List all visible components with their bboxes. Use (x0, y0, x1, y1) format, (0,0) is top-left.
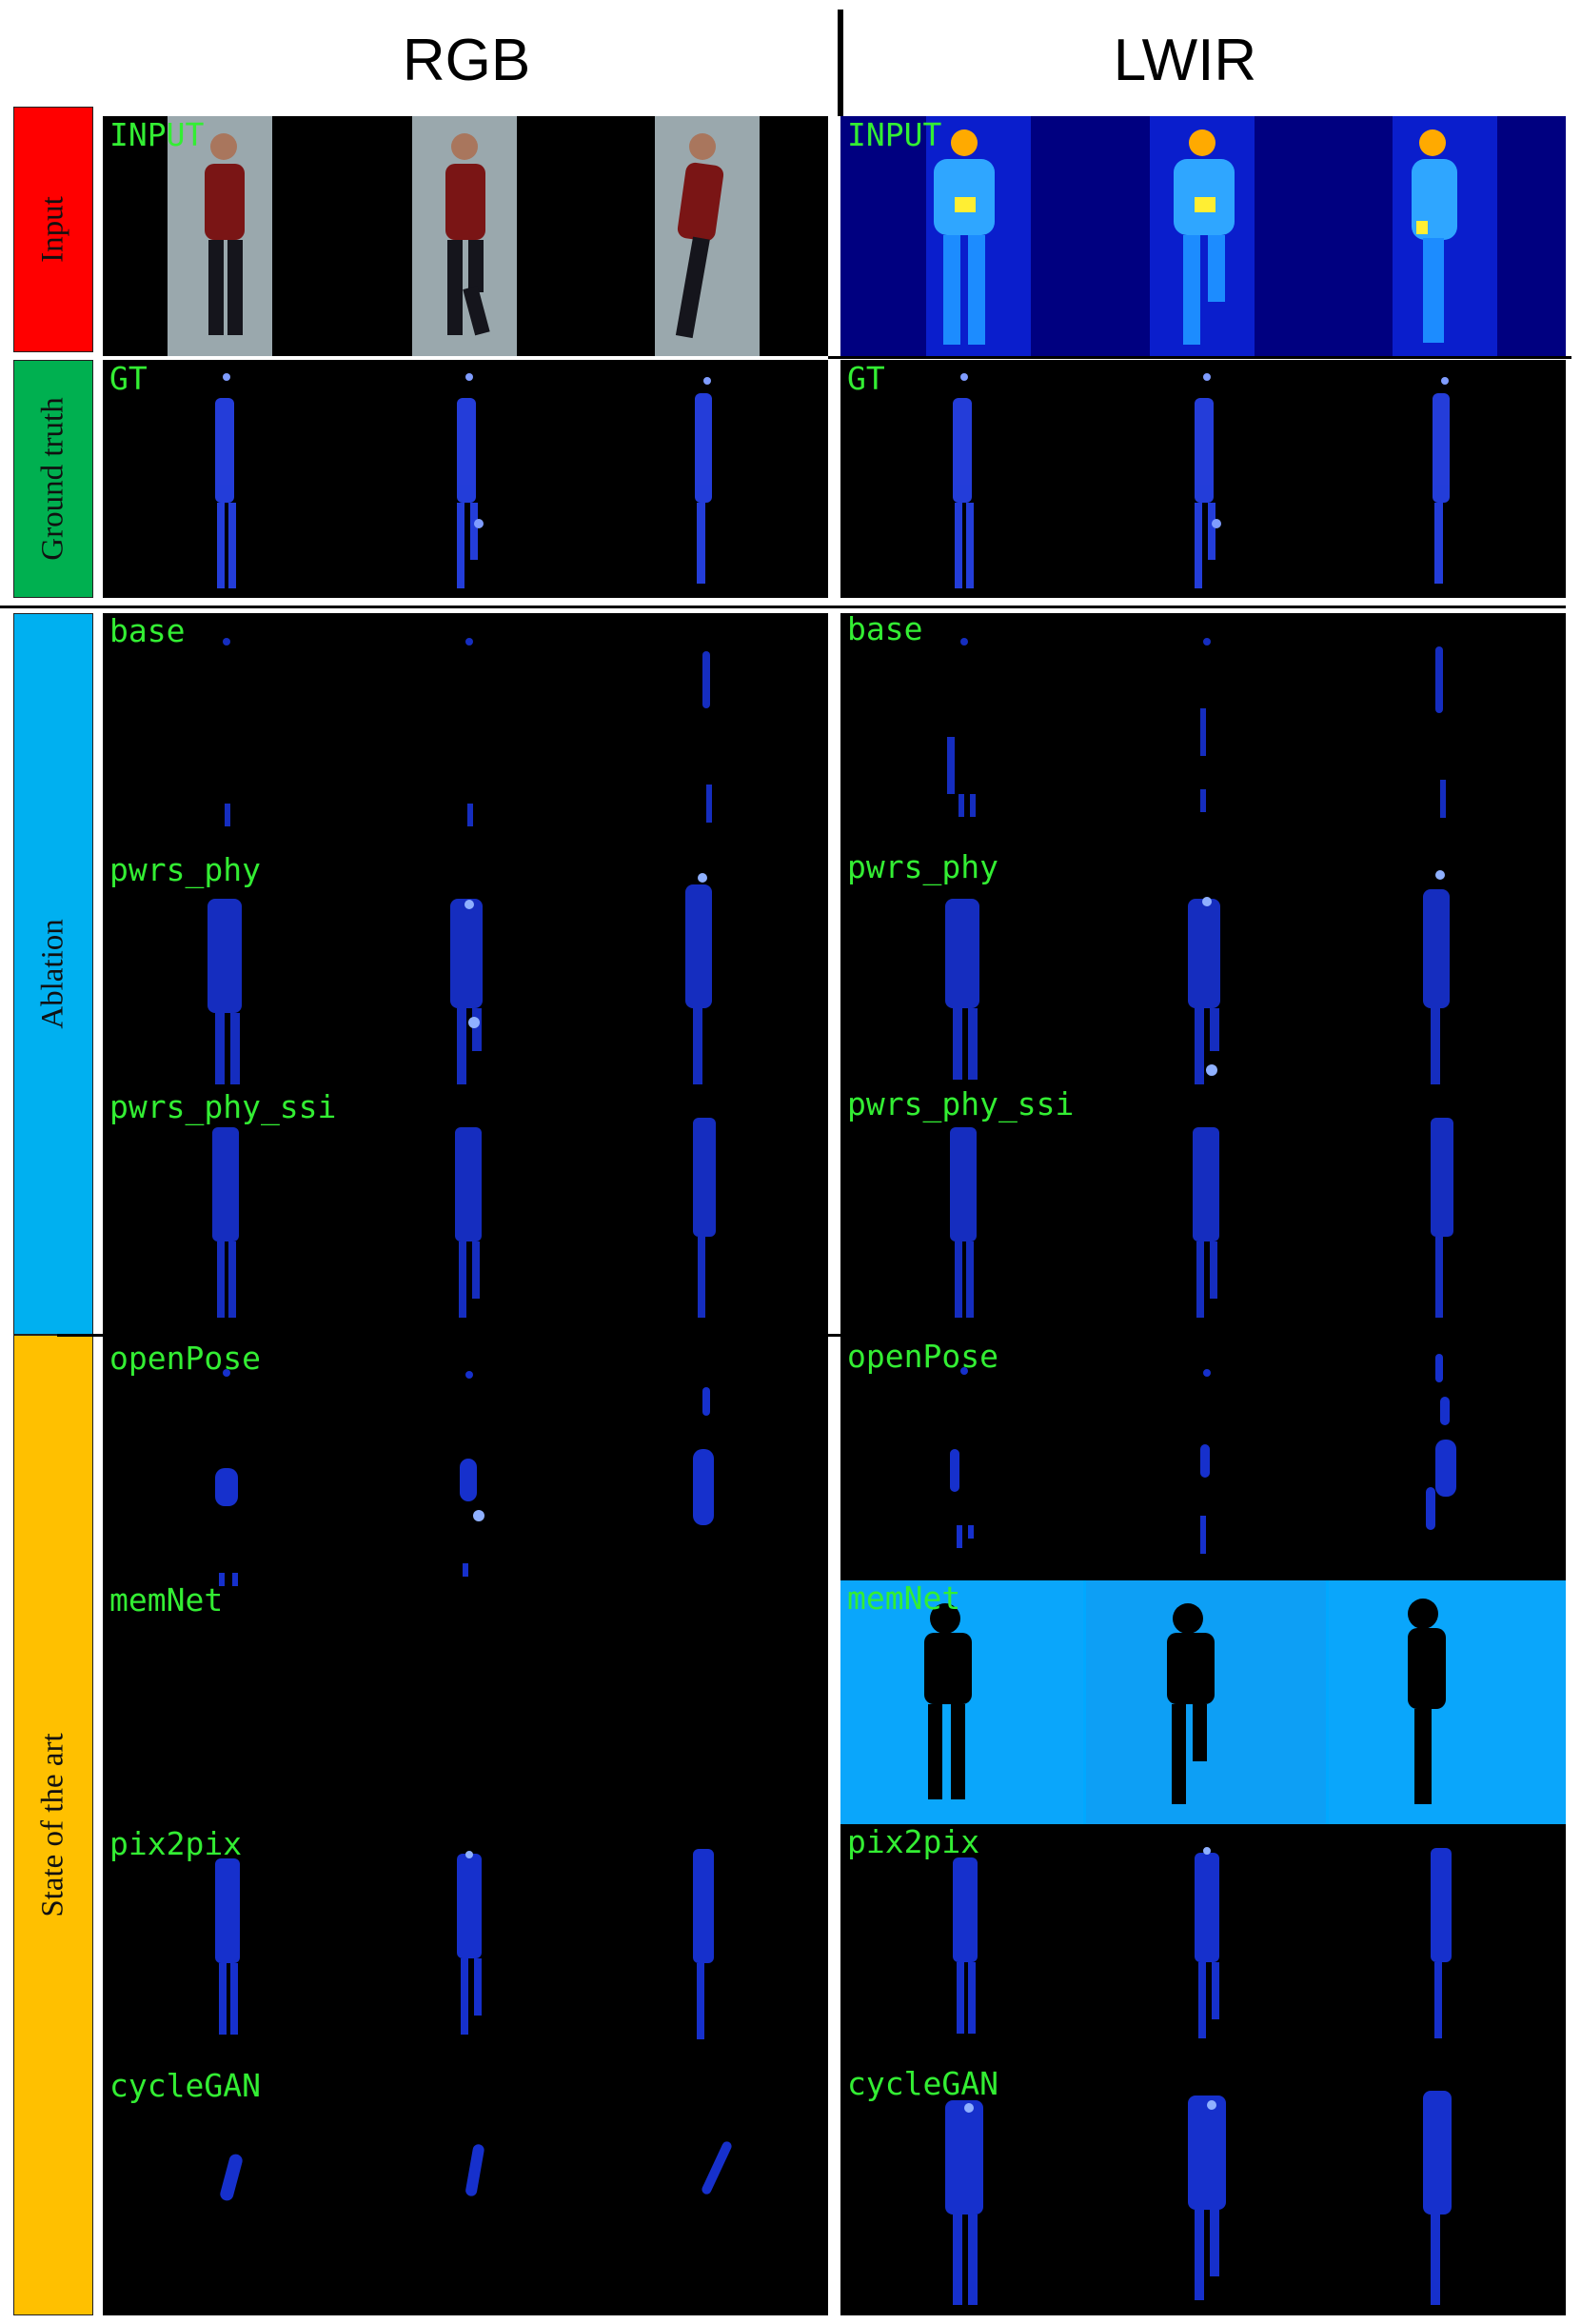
rgb-cyclegan-tag: cycleGAN (109, 2067, 261, 2104)
row-label-ablation: Ablation (13, 613, 93, 1335)
rgb-sota-heatmaps (215, 1369, 732, 2201)
rgb-pwrs-phy-ssim-tag: pwrs_phy_ssi (109, 1088, 337, 1125)
rgb-base-tag: base (109, 613, 186, 649)
lwir-input-tag: INPUT (847, 116, 942, 153)
lwir-openpose-tag: openPose (847, 1338, 998, 1375)
rgb-sota-panel: openPose memNet pix2pix cycleGAN (103, 1335, 828, 2315)
row-label-ground-truth: Ground truth (13, 360, 93, 598)
lwir-input-image (926, 116, 1497, 356)
column-title-rgb: RGB (402, 28, 531, 93)
rgb-gt-heatmap (215, 373, 712, 588)
rgb-ablation-heatmaps (208, 638, 716, 1318)
lwir-gt-panel: GT (840, 360, 1566, 598)
rgb-gt-tag: GT (109, 360, 148, 397)
lwir-openpose-heatmap (950, 1354, 1456, 1554)
rgb-gt-panel: GT (103, 360, 828, 598)
lwir-memnet-image (840, 1580, 1566, 1824)
lwir-memnet-panel: memNet (840, 1580, 1566, 1824)
rgb-ablation-panel: base pwrs_phy pwrs_phy_ssi (103, 613, 828, 1335)
rgb-input-tag: INPUT (109, 116, 205, 153)
rgb-pix2pix-tag: pix2pix (109, 1825, 243, 1862)
lwir-pwrs-phy-tag: pwrs_phy (847, 848, 998, 885)
lwir-sota-lower-panel: pix2pix cycleGAN (840, 1824, 1566, 2315)
rgb-input-panel: INPUT (103, 116, 828, 356)
rgb-openpose-tag: openPose (109, 1340, 261, 1377)
divider-gt-ablation (0, 606, 1566, 608)
row-label-ground-truth-text: Ground truth (35, 397, 70, 561)
lwir-gt-tag: GT (847, 360, 885, 397)
row-label-input: Input (13, 107, 93, 352)
lwir-ablation-heatmaps (945, 638, 1453, 1318)
lwir-gt-heatmap (953, 373, 1450, 588)
lwir-ablation-panel: base pwrs_phy pwrs_phy_ssi (840, 613, 1566, 1335)
row-label-sota-text: State of the art (35, 1733, 70, 1917)
rgb-input-image (168, 116, 760, 356)
divider-input-gt (828, 356, 1571, 359)
column-title-lwir: LWIR (1113, 28, 1257, 93)
row-label-sota: State of the art (13, 1335, 93, 2315)
row-label-input-text: Input (35, 196, 70, 263)
divider-ablation-sota (57, 1334, 847, 1337)
lwir-base-tag: base (847, 613, 923, 647)
rgb-pwrs-phy-tag: pwrs_phy (109, 851, 261, 888)
column-divider (838, 10, 843, 116)
lwir-pix2pix-tag: pix2pix (847, 1824, 980, 1860)
lwir-sota-lower-heatmaps (945, 1847, 1452, 2305)
lwir-openpose-panel: openPose (840, 1335, 1566, 1580)
rgb-memnet-tag: memNet (109, 1581, 224, 1619)
lwir-input-panel: INPUT (840, 116, 1566, 356)
lwir-memnet-tag: memNet (847, 1580, 961, 1617)
lwir-cyclegan-tag: cycleGAN (847, 2065, 998, 2102)
row-label-ablation-text: Ablation (35, 919, 70, 1029)
lwir-pwrs-phy-ssim-tag: pwrs_phy_ssi (847, 1085, 1075, 1122)
